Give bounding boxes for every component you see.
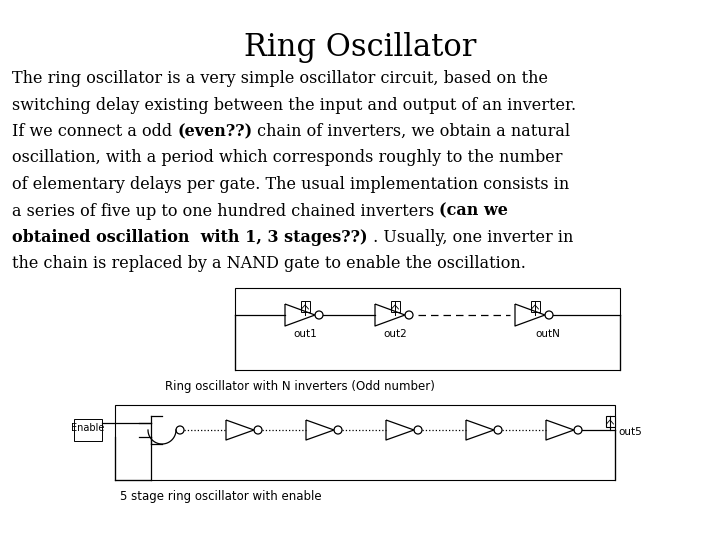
- Bar: [300, 301, 310, 312]
- Text: oscillation, with a period which corresponds roughly to the number: oscillation, with a period which corresp…: [12, 150, 562, 166]
- Text: Ring oscillator with N inverters (Odd number): Ring oscillator with N inverters (Odd nu…: [165, 380, 435, 393]
- Text: . Usually, one inverter in: . Usually, one inverter in: [367, 229, 573, 246]
- Bar: [390, 301, 400, 312]
- Text: If we connect a odd: If we connect a odd: [12, 123, 177, 140]
- Text: 5 stage ring oscillator with enable: 5 stage ring oscillator with enable: [120, 490, 322, 503]
- Text: a series of five up to one hundred chained inverters: a series of five up to one hundred chain…: [12, 202, 439, 219]
- Text: The ring oscillator is a very simple oscillator circuit, based on the: The ring oscillator is a very simple osc…: [12, 70, 548, 87]
- Bar: [606, 416, 614, 427]
- Text: obtained oscillation  with 1, 3 stages??): obtained oscillation with 1, 3 stages??): [12, 229, 367, 246]
- Text: out2: out2: [383, 329, 407, 339]
- Text: (can we: (can we: [439, 202, 508, 219]
- Text: (even??): (even??): [177, 123, 253, 140]
- Bar: [74, 419, 102, 441]
- Text: chain of inverters, we obtain a natural: chain of inverters, we obtain a natural: [253, 123, 570, 140]
- Text: switching delay existing between the input and output of an inverter.: switching delay existing between the inp…: [12, 97, 576, 113]
- Text: the chain is replaced by a NAND gate to enable the oscillation.: the chain is replaced by a NAND gate to …: [12, 255, 526, 273]
- Text: of elementary delays per gate. The usual implementation consists in: of elementary delays per gate. The usual…: [12, 176, 570, 193]
- Text: Enable: Enable: [71, 423, 104, 433]
- Text: out5: out5: [618, 427, 642, 437]
- Bar: [235, 288, 620, 370]
- Text: outN: outN: [535, 329, 560, 339]
- Text: Ring Oscillator: Ring Oscillator: [244, 32, 476, 63]
- Text: out1: out1: [293, 329, 317, 339]
- Bar: [115, 405, 615, 480]
- Bar: [531, 301, 539, 312]
